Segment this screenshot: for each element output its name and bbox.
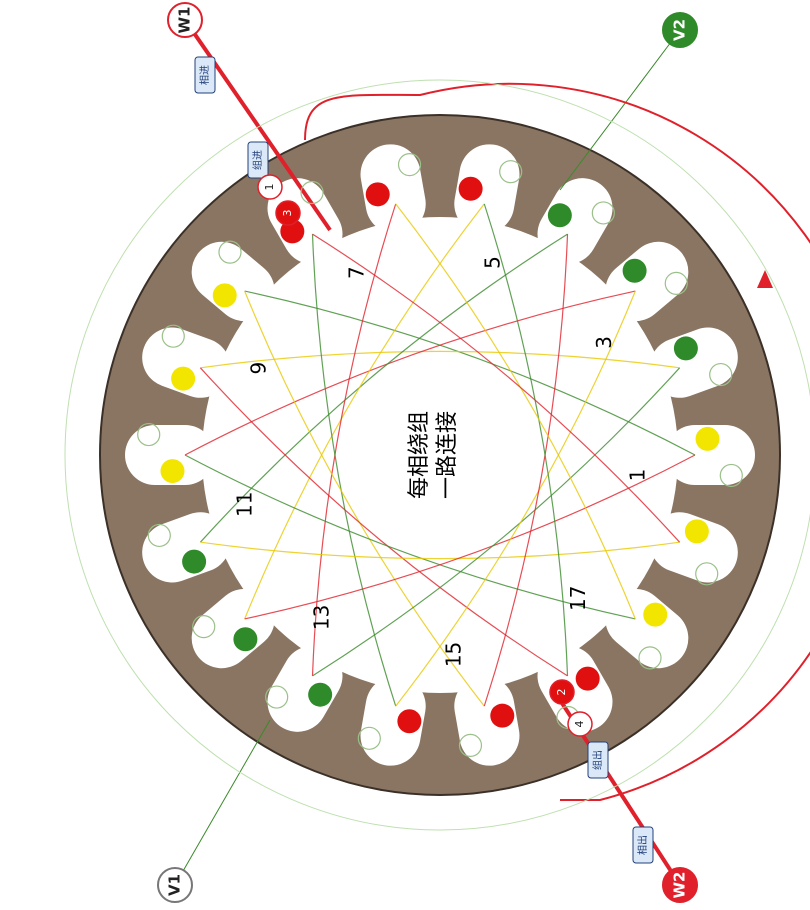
conductor	[548, 203, 572, 227]
tag-label: 组进	[251, 150, 264, 170]
conductor	[182, 550, 206, 574]
coil-mark-label: 3	[281, 210, 294, 217]
slot-number: 1	[626, 469, 650, 482]
slot-number: 13	[310, 605, 334, 630]
coil-mark-label: 1	[263, 184, 276, 191]
coil-mark-label: 2	[555, 689, 568, 696]
conductor	[490, 704, 514, 728]
conductor	[643, 603, 667, 627]
tag-label: 相进	[198, 65, 211, 85]
conductor	[233, 627, 257, 651]
conductor	[308, 683, 332, 707]
coil-mark-label: 4	[573, 721, 586, 728]
terminal-label: V1	[166, 874, 184, 896]
slot-number: 17	[566, 585, 590, 610]
conductor	[213, 283, 237, 307]
conductor	[623, 259, 647, 283]
slot-number: 15	[441, 642, 465, 667]
conductor	[459, 177, 483, 201]
slot-number: 5	[481, 256, 505, 269]
conductor	[366, 182, 390, 206]
slot-number: 3	[592, 336, 616, 349]
conductor	[576, 667, 600, 691]
conductor	[160, 459, 184, 483]
center-text: 每相绕组	[407, 411, 432, 499]
conductor	[674, 336, 698, 360]
conductor	[397, 709, 421, 733]
conductor	[171, 367, 195, 391]
conductor	[685, 519, 709, 543]
slot-number: 11	[233, 492, 257, 517]
conductor	[696, 427, 720, 451]
tag-label: 组出	[591, 750, 604, 770]
slot-number: 7	[344, 266, 368, 279]
slot-number: 9	[246, 362, 270, 375]
winding-diagram: 1357911131517每相绕组一路连接W1V2V1W2相进组进组出相出132…	[0, 0, 810, 906]
center-text: 一路连接	[435, 411, 460, 499]
terminal-label: W2	[671, 872, 689, 899]
tag-label: 相出	[636, 835, 649, 855]
lead-v1	[175, 720, 270, 885]
terminal-label: V2	[671, 19, 689, 41]
terminal-label: W1	[176, 7, 194, 34]
